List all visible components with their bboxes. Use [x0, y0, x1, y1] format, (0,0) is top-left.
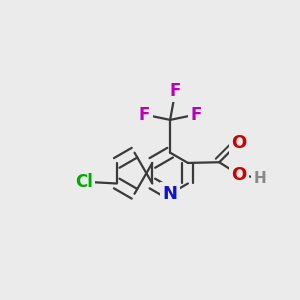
Text: O: O	[231, 134, 247, 152]
Text: F: F	[170, 82, 181, 100]
Text: N: N	[163, 185, 178, 203]
Text: Cl: Cl	[75, 173, 93, 191]
Text: H: H	[254, 171, 267, 186]
Text: F: F	[190, 106, 201, 124]
Text: O: O	[231, 166, 247, 184]
Text: F: F	[139, 106, 150, 124]
